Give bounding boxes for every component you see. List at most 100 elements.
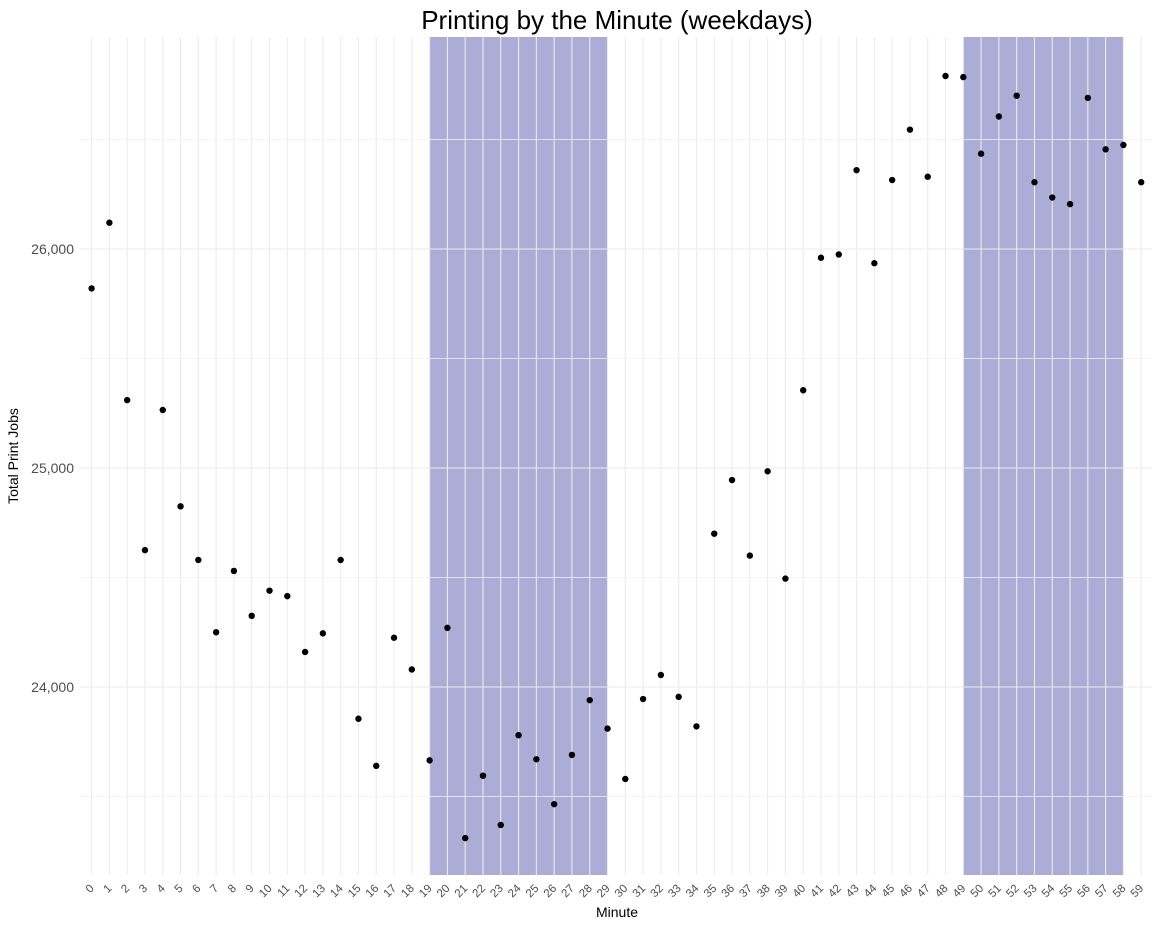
x-tick-label: 46 xyxy=(898,883,916,901)
data-point-4 xyxy=(159,406,166,414)
x-tick-label: 47 xyxy=(915,883,933,901)
x-tick-label: 8 xyxy=(226,883,239,896)
x-tick-label: 11 xyxy=(275,883,292,900)
data-point-0 xyxy=(88,285,95,292)
data-point-29 xyxy=(604,725,611,732)
data-point-46 xyxy=(906,126,914,133)
data-point-59 xyxy=(1138,179,1145,186)
data-point-24 xyxy=(515,731,522,739)
highlight-band-2 xyxy=(963,37,1124,875)
data-point-18 xyxy=(408,666,416,673)
x-tick-label: 32 xyxy=(648,883,666,901)
data-point-43 xyxy=(853,166,860,174)
data-point-21 xyxy=(461,834,469,842)
x-tick-label: 22 xyxy=(471,883,489,901)
data-point-48 xyxy=(942,72,949,80)
x-tick-label: 21 xyxy=(453,883,471,901)
data-point-25 xyxy=(533,756,540,763)
x-tick-label: 33 xyxy=(666,883,684,901)
grid-lines xyxy=(80,37,1152,875)
data-point-41 xyxy=(817,254,825,261)
x-tick-label: 37 xyxy=(737,883,755,901)
x-tick-label: 41 xyxy=(809,883,827,901)
data-point-28 xyxy=(586,696,593,704)
x-tick-label: 27 xyxy=(560,883,578,901)
data-point-38 xyxy=(764,468,771,475)
x-tick-label: 42 xyxy=(826,883,844,901)
data-point-16 xyxy=(373,762,380,770)
x-tick-label: 39 xyxy=(773,883,791,901)
data-point-7 xyxy=(212,629,220,636)
data-point-33 xyxy=(675,693,682,701)
x-tick-label: 10 xyxy=(257,883,275,901)
x-tick-label: 5 xyxy=(173,883,186,896)
x-tick-label: 15 xyxy=(346,883,364,901)
x-tick-label: 3 xyxy=(137,883,150,896)
data-point-30 xyxy=(622,775,629,783)
data-point-20 xyxy=(444,624,451,632)
x-tick-label: 13 xyxy=(310,883,328,901)
x-axis-title: Minute xyxy=(596,904,638,920)
data-point-55 xyxy=(1066,200,1074,208)
data-point-53 xyxy=(1031,179,1038,186)
x-tick-label: 53 xyxy=(1022,883,1040,901)
x-tick-label: 54 xyxy=(1040,882,1058,900)
x-tick-label: 12 xyxy=(293,883,311,901)
data-point-37 xyxy=(746,552,754,559)
data-point-19 xyxy=(426,757,433,764)
x-tick-label: 28 xyxy=(577,883,595,901)
data-point-5 xyxy=(177,503,184,510)
data-point-2 xyxy=(123,396,131,404)
x-tick-label: 35 xyxy=(702,883,720,901)
x-tick-label: 36 xyxy=(720,883,738,901)
y-tick-label: 26,000 xyxy=(31,241,74,257)
data-point-40 xyxy=(800,387,807,394)
data-point-31 xyxy=(639,695,647,703)
data-point-1 xyxy=(106,219,113,226)
x-tick-label: 26 xyxy=(542,883,560,901)
x-tick-label: 16 xyxy=(364,883,382,901)
x-tick-label: 43 xyxy=(844,883,862,901)
x-tick-label: 59 xyxy=(1129,883,1147,901)
y-axis-ticks: 24,000 25,000 26,000 xyxy=(31,241,74,695)
data-point-6 xyxy=(195,556,202,564)
data-point-23 xyxy=(497,821,504,829)
data-point-32 xyxy=(657,671,665,679)
x-tick-label: 4 xyxy=(155,882,168,895)
data-point-15 xyxy=(355,715,362,722)
data-point-42 xyxy=(835,251,842,258)
x-tick-label: 1 xyxy=(101,883,114,896)
data-point-14 xyxy=(337,556,344,564)
x-tick-label: 45 xyxy=(880,883,898,901)
data-point-22 xyxy=(479,772,487,779)
data-point-27 xyxy=(568,751,576,759)
x-tick-label: 49 xyxy=(951,883,969,901)
data-point-45 xyxy=(888,176,896,184)
x-tick-label: 52 xyxy=(1004,883,1022,901)
x-tick-label: 18 xyxy=(399,883,417,901)
y-tick-label: 24,000 xyxy=(31,679,74,695)
x-tick-label: 30 xyxy=(613,883,631,901)
data-point-50 xyxy=(977,150,985,157)
data-point-58 xyxy=(1120,141,1127,149)
y-axis-title: Total Print Jobs xyxy=(5,408,21,504)
y-tick-label: 25,000 xyxy=(31,460,74,476)
x-tick-label: 19 xyxy=(417,883,435,901)
x-tick-label: 20 xyxy=(435,883,453,901)
data-point-44 xyxy=(871,260,878,267)
x-tick-label: 40 xyxy=(791,883,809,901)
data-point-12 xyxy=(301,648,309,656)
data-point-57 xyxy=(1102,146,1109,153)
data-point-54 xyxy=(1049,194,1056,201)
x-tick-label: 23 xyxy=(488,883,506,901)
data-point-49 xyxy=(960,73,967,81)
x-tick-label: 29 xyxy=(595,883,613,901)
x-tick-label: 44 xyxy=(862,882,880,900)
chart-title: Printing by the Minute (weekdays) xyxy=(421,5,813,35)
data-point-10 xyxy=(266,587,273,594)
data-point-26 xyxy=(550,800,558,808)
data-point-56 xyxy=(1084,94,1092,102)
x-tick-label: 2 xyxy=(119,883,132,896)
x-axis-ticks: 0 1 2 3 4 5 6 7 8 9 10 11 12 13 14 15 16 17 18 19 20 21 22 23 24… xyxy=(84,882,1147,900)
